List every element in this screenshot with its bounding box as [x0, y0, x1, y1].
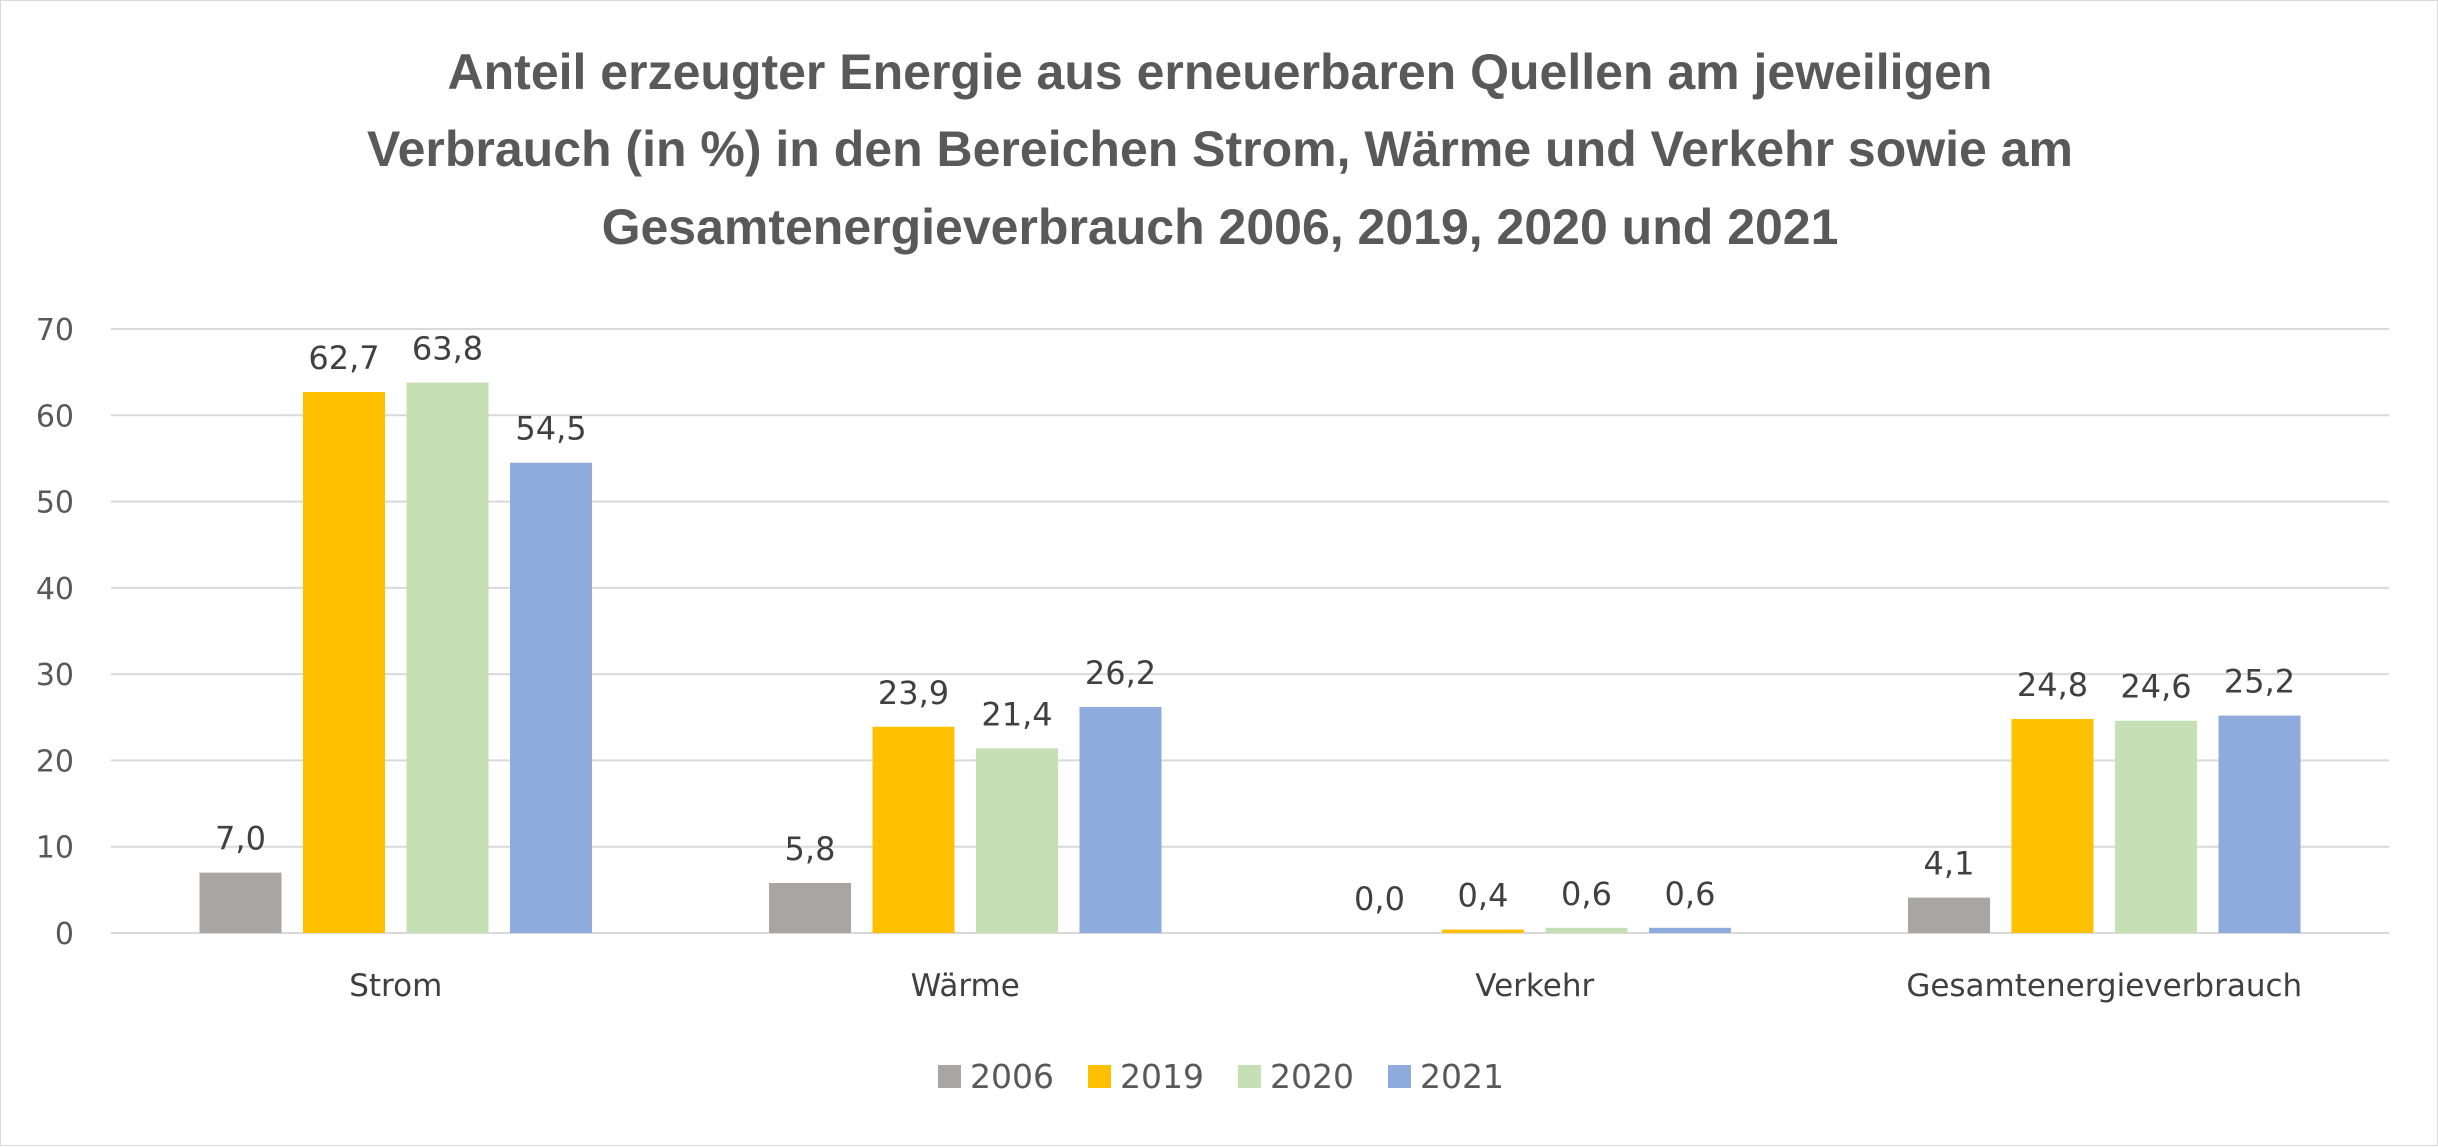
data-label: 0,4 — [1458, 877, 1509, 915]
bar-2019-Strom — [303, 391, 385, 933]
x-axis-category-labels: Strom Wärme Verkehr Gesamtenergieverbrauch — [349, 968, 2302, 1004]
bar-2021-Strom — [510, 462, 592, 933]
bar-2020-Strom — [406, 382, 489, 933]
gridlines — [111, 328, 2389, 934]
data-label: 24,6 — [2120, 668, 2191, 706]
category-label: Gesamtenergieverbrauch — [1906, 968, 2302, 1004]
chart-title: Anteil erzeugter Energie aus erneuerbare… — [367, 44, 2073, 255]
category-label: Strom — [349, 968, 442, 1004]
data-label: 23,9 — [878, 674, 949, 712]
chart-title-line-1: Anteil erzeugter Energie aus erneuerbare… — [448, 44, 1993, 100]
bar-2021-Wärme — [1079, 706, 1162, 933]
bar-2020-Verkehr — [1545, 927, 1628, 933]
bar-2021-Verkehr — [1649, 927, 1731, 933]
chart-title-line-2: Verbrauch (in %) in den Bereichen Strom,… — [367, 121, 2073, 177]
bars — [199, 382, 2301, 933]
bar-2006-Strom — [199, 872, 282, 933]
legend-swatch-2020 — [1238, 1065, 1261, 1088]
bar-2006-Gesamtenergieverbrauch — [1908, 897, 1990, 933]
legend-label: 2019 — [1120, 1057, 1204, 1096]
y-tick-label: 0 — [55, 917, 74, 952]
data-label: 21,4 — [981, 695, 1052, 733]
data-label: 5,8 — [785, 830, 836, 868]
data-label: 0,0 — [1354, 880, 1405, 918]
data-label: 0,6 — [1561, 875, 1612, 913]
legend-label: 2021 — [1420, 1057, 1504, 1096]
data-label: 25,2 — [2224, 663, 2295, 701]
legend: 2006 2019 2020 2021 — [938, 1057, 1504, 1096]
legend-swatch-2006 — [938, 1065, 961, 1088]
legend-swatch-2021 — [1388, 1065, 1411, 1088]
data-label: 63,8 — [412, 329, 483, 367]
bar-2020-Wärme — [976, 748, 1058, 933]
y-axis-tick-labels: 0 10 20 30 40 50 60 70 — [36, 313, 74, 952]
bar-2019-Wärme — [872, 726, 955, 933]
y-tick-label: 30 — [36, 658, 74, 693]
y-tick-label: 70 — [36, 313, 74, 348]
data-label: 0,6 — [1665, 875, 1716, 913]
data-label: 62,7 — [308, 339, 379, 377]
y-tick-label: 10 — [36, 831, 74, 866]
bar-2019-Verkehr — [1442, 929, 1524, 933]
data-label: 4,1 — [1924, 845, 1975, 883]
legend-label: 2006 — [970, 1057, 1054, 1096]
data-labels: 7,0 62,7 63,8 54,5 5,8 23,9 21,4 26,2 0,0 0,4 0,6 0… — [215, 329, 2295, 918]
legend-swatch-2019 — [1088, 1065, 1111, 1088]
y-tick-label: 60 — [36, 399, 74, 434]
bar-2006-Wärme — [769, 882, 851, 933]
category-label: Verkehr — [1475, 968, 1594, 1004]
bar-2021-Gesamtenergieverbrauch — [2218, 715, 2301, 933]
y-tick-label: 50 — [36, 486, 74, 521]
data-label: 54,5 — [515, 410, 586, 448]
y-tick-label: 40 — [36, 572, 74, 607]
chart-title-line-3: Gesamtenergieverbrauch 2006, 2019, 2020 … — [602, 199, 1839, 255]
data-label: 7,0 — [215, 820, 266, 858]
y-tick-label: 20 — [36, 744, 74, 779]
category-label: Wärme — [911, 968, 1020, 1004]
data-label: 26,2 — [1085, 654, 1156, 692]
bar-2019-Gesamtenergieverbrauch — [2011, 719, 2094, 933]
data-label: 24,8 — [2017, 666, 2088, 704]
bar-2020-Gesamtenergieverbrauch — [2115, 720, 2197, 933]
legend-label: 2020 — [1270, 1057, 1354, 1096]
